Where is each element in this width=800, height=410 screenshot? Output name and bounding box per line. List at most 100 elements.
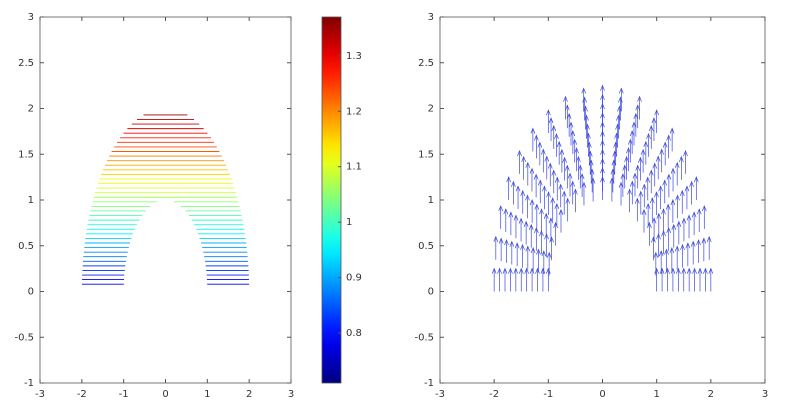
arrow-head xyxy=(645,176,651,183)
x-tick-label: 2 xyxy=(708,389,714,400)
arrow-head xyxy=(670,167,676,174)
arrow xyxy=(529,199,535,223)
arrow xyxy=(701,237,707,262)
arrow xyxy=(548,117,554,141)
x-tick-label: -3 xyxy=(435,389,445,400)
arrow xyxy=(502,267,508,292)
arrow-head xyxy=(648,125,654,132)
arrow-head xyxy=(561,190,567,197)
arrow-head xyxy=(696,239,701,246)
arrow xyxy=(573,188,578,213)
arrow xyxy=(662,179,668,204)
arrow-head xyxy=(686,214,692,221)
y-tick-label: 2.5 xyxy=(18,58,34,69)
arrow xyxy=(558,208,564,233)
arrow-head xyxy=(618,96,623,103)
arrow-head xyxy=(609,177,615,184)
arrow-head xyxy=(498,205,504,212)
arrow xyxy=(546,251,552,276)
arrow-head xyxy=(654,109,659,116)
arrow xyxy=(645,176,651,201)
arrow xyxy=(567,172,573,197)
y-tick-label: 2 xyxy=(28,104,34,115)
arrow-head xyxy=(634,197,640,204)
arrow-head xyxy=(643,140,649,147)
arrow-head xyxy=(550,197,556,204)
arrow-head xyxy=(548,117,554,124)
arrow xyxy=(674,245,680,270)
arrow xyxy=(689,180,694,205)
arrow xyxy=(513,267,519,292)
arrow xyxy=(546,109,551,134)
arrow xyxy=(618,181,624,206)
arrow-head xyxy=(536,248,541,255)
arrow xyxy=(534,226,539,251)
axes-frame xyxy=(39,16,292,384)
arrow xyxy=(584,114,589,139)
arrow xyxy=(587,150,593,175)
arrow-head xyxy=(654,191,659,198)
arrow-head xyxy=(679,189,685,196)
arrow xyxy=(563,95,568,120)
arrow xyxy=(670,167,676,192)
arrow xyxy=(539,230,544,254)
arrow-head xyxy=(626,147,631,154)
arrow xyxy=(508,267,513,292)
arrow xyxy=(583,105,588,130)
x-tick-label: 1 xyxy=(204,389,210,400)
arrow xyxy=(626,147,631,172)
arrow xyxy=(670,199,676,223)
arrow xyxy=(708,267,714,292)
arrow xyxy=(635,104,641,129)
arrow xyxy=(679,155,684,180)
arrow xyxy=(624,155,629,180)
arrow-head xyxy=(691,211,697,218)
arrow xyxy=(576,155,581,180)
arrow-head xyxy=(646,132,651,140)
colorbar-tick-label: 0.8 xyxy=(346,328,362,339)
arrow-head xyxy=(585,123,590,130)
arrow xyxy=(561,190,567,215)
arrow xyxy=(511,180,516,205)
arrow-head xyxy=(530,127,536,134)
arrow xyxy=(542,185,547,210)
arrow xyxy=(680,243,685,268)
arrow xyxy=(641,208,647,233)
arrow xyxy=(520,243,525,268)
arrow xyxy=(548,217,554,242)
arrow xyxy=(633,112,639,137)
arrow-head xyxy=(651,217,657,224)
arrow-head xyxy=(641,208,647,215)
arrow-head xyxy=(684,185,690,192)
arrow xyxy=(546,267,551,292)
arrow xyxy=(618,87,624,112)
colorbar-tick-label: 0.9 xyxy=(346,273,362,284)
arrow xyxy=(587,141,592,166)
arrow-head xyxy=(533,173,539,180)
arrow-head xyxy=(562,156,567,163)
arrow xyxy=(649,197,655,221)
arrow xyxy=(646,132,651,157)
arrow xyxy=(661,208,666,233)
arrow-head xyxy=(564,104,570,111)
arrow-head xyxy=(613,141,618,148)
arrow-head xyxy=(618,181,624,188)
arrow xyxy=(521,155,526,180)
arrow xyxy=(551,125,557,149)
arrow xyxy=(493,235,499,260)
arrow-head xyxy=(568,121,574,128)
arrow-head xyxy=(567,172,573,179)
arrow-head xyxy=(587,141,592,148)
arrow xyxy=(562,156,567,181)
arrow xyxy=(609,177,615,202)
arrow-head xyxy=(525,194,530,201)
arrow-head xyxy=(547,162,553,169)
colorbar-tick-label: 1 xyxy=(346,217,352,228)
arrow-head xyxy=(506,176,512,183)
arrow-head xyxy=(508,267,513,274)
arrow xyxy=(528,223,534,248)
arrow-head xyxy=(515,185,521,192)
arrow xyxy=(661,230,666,254)
y-tick-label: 1 xyxy=(28,195,34,206)
arrow-head xyxy=(514,242,520,249)
